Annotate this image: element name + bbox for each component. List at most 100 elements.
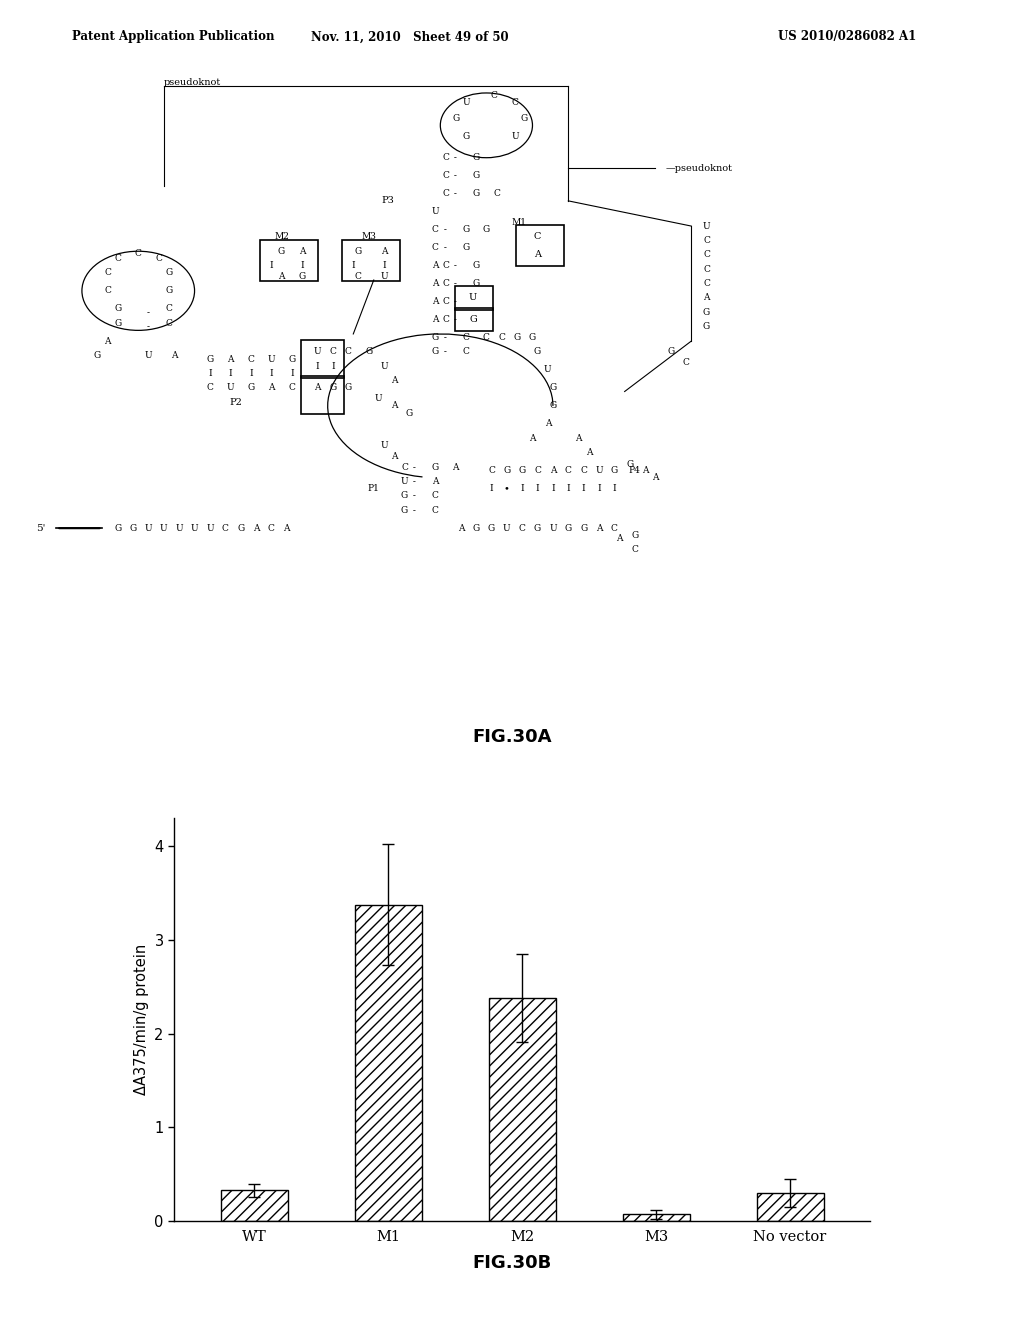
Text: G: G: [237, 524, 245, 533]
Text: C: C: [432, 243, 438, 252]
Text: G: G: [534, 524, 542, 533]
Text: U: U: [549, 524, 557, 533]
Text: I: I: [249, 370, 253, 378]
Text: C: C: [207, 383, 213, 392]
Text: -: -: [452, 153, 460, 162]
Text: G: G: [431, 347, 439, 356]
Text: A: A: [550, 466, 556, 475]
Text: G: G: [344, 383, 352, 392]
Text: C: C: [442, 279, 449, 288]
Text: U: U: [144, 524, 153, 533]
Text: G: G: [114, 524, 122, 533]
Text: G: G: [702, 308, 711, 317]
Text: I: I: [208, 370, 212, 378]
Text: I: I: [315, 362, 319, 371]
Text: A: A: [586, 449, 592, 457]
Text: G: G: [472, 261, 480, 271]
Text: I: I: [269, 261, 273, 271]
Text: C: C: [565, 466, 571, 475]
Text: -: -: [441, 347, 450, 356]
Text: G: G: [667, 347, 675, 356]
Text: C: C: [432, 506, 438, 515]
Text: US 2010/0286082 A1: US 2010/0286082 A1: [778, 30, 916, 44]
Text: C: C: [345, 347, 351, 356]
Text: C: C: [442, 315, 449, 325]
Text: G: G: [702, 322, 711, 331]
Text: C: C: [463, 333, 469, 342]
Text: I: I: [551, 484, 555, 494]
Text: A: A: [575, 434, 582, 442]
Text: G: G: [462, 132, 470, 141]
Text: C: C: [499, 333, 505, 342]
Text: G: G: [247, 383, 255, 392]
Text: G: G: [580, 524, 588, 533]
Text: I: I: [351, 261, 355, 271]
Text: A: A: [268, 383, 274, 392]
Text: A: A: [391, 451, 397, 461]
Text: 5': 5': [36, 524, 46, 533]
Text: U: U: [380, 441, 388, 450]
Text: M3: M3: [361, 232, 376, 242]
Text: G: G: [503, 466, 511, 475]
Text: —pseudoknot: —pseudoknot: [666, 164, 732, 173]
Text: C: C: [115, 253, 121, 263]
Text: A: A: [703, 293, 710, 302]
Y-axis label: ΔA375/min/g protein: ΔA375/min/g protein: [134, 944, 148, 1096]
Text: I: I: [597, 484, 601, 494]
Text: A: A: [299, 247, 305, 256]
Text: U: U: [400, 477, 409, 486]
Text: C: C: [442, 189, 449, 198]
Text: C: C: [166, 318, 172, 327]
Text: U: U: [226, 383, 234, 392]
Text: C: C: [355, 272, 361, 281]
Text: P4: P4: [629, 466, 641, 475]
Text: U: U: [175, 524, 183, 533]
Text: U: U: [160, 524, 168, 533]
Text: G: G: [329, 383, 337, 392]
Text: C: C: [703, 236, 710, 246]
Text: A: A: [432, 297, 438, 306]
Text: C: C: [222, 524, 228, 533]
Text: C: C: [703, 279, 710, 288]
Text: P2: P2: [229, 397, 242, 407]
Text: U: U: [431, 207, 439, 216]
Text: I: I: [520, 484, 524, 494]
Text: C: C: [104, 268, 111, 277]
Text: -: -: [452, 297, 460, 306]
Text: I: I: [269, 370, 273, 378]
Text: I: I: [582, 484, 586, 494]
Text: A: A: [432, 315, 438, 325]
Text: G: G: [462, 243, 470, 252]
Text: A: A: [253, 524, 259, 533]
Text: G: G: [487, 524, 496, 533]
Text: A: A: [171, 351, 177, 360]
Text: P3: P3: [381, 197, 394, 206]
Text: C: C: [268, 524, 274, 533]
Text: A: A: [284, 524, 290, 533]
Text: -: -: [452, 261, 460, 271]
Text: -: -: [411, 491, 419, 500]
Text: I: I: [382, 261, 386, 271]
Text: A: A: [596, 524, 602, 533]
Text: G: G: [610, 466, 618, 475]
Bar: [757, 1193, 823, 1221]
Text: -: -: [452, 189, 460, 198]
Text: A: A: [642, 466, 648, 475]
Text: G: G: [534, 347, 542, 356]
Text: C: C: [512, 98, 518, 107]
Text: C: C: [104, 286, 111, 296]
Text: G: G: [513, 333, 521, 342]
Text: U: U: [375, 395, 383, 403]
Text: C: C: [442, 297, 449, 306]
Text: G: G: [114, 318, 122, 327]
Text: C: C: [442, 172, 449, 181]
Text: C: C: [401, 462, 408, 471]
Text: G: G: [114, 305, 122, 313]
Text: U: U: [462, 98, 470, 107]
Text: U: U: [503, 524, 511, 533]
Text: I: I: [331, 362, 335, 371]
Text: -: -: [411, 477, 419, 486]
Bar: [623, 1214, 689, 1221]
Text: •: •: [504, 484, 510, 494]
Text: pseudoknot: pseudoknot: [164, 78, 221, 87]
